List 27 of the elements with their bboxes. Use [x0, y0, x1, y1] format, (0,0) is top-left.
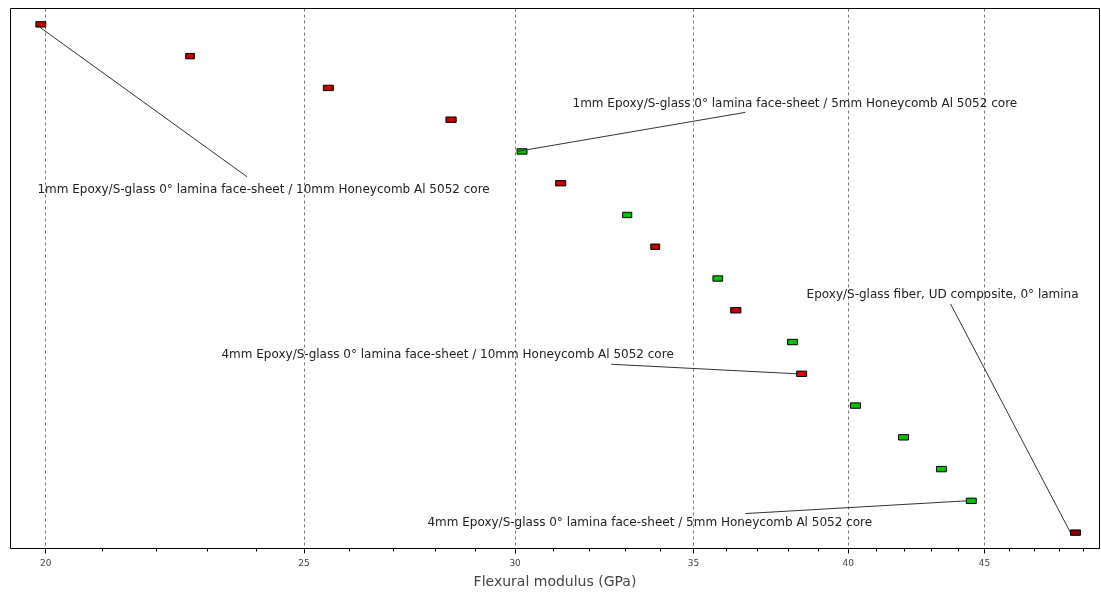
- bar: [555, 180, 567, 187]
- x-tick-label: 35: [687, 557, 700, 568]
- bar: [322, 84, 334, 92]
- annotation: 1mm Epoxy/S-glass 0° lamina face-sheet / 5mm Honeycomb Al 5052 core: [572, 95, 1018, 110]
- bar: [712, 275, 724, 282]
- bar: [965, 497, 977, 505]
- x-tick-label: 20: [40, 557, 52, 568]
- annotation: 4mm Epoxy/S-glass 0° lamina face-sheet / 10mm Honeycomb Al 5052 core: [221, 347, 674, 362]
- bar: [445, 116, 457, 123]
- x-tick-label: 30: [509, 557, 522, 568]
- bar: [185, 52, 195, 60]
- bar: [796, 370, 808, 377]
- x-tick-label: 25: [298, 557, 310, 568]
- bar: [1069, 529, 1081, 536]
- bar: [935, 465, 947, 473]
- bar: [787, 338, 799, 346]
- bar: [898, 434, 909, 441]
- x-tick-label: 40: [842, 557, 855, 568]
- x-tick-label: 45: [978, 557, 991, 568]
- x-axis-title: Flexural modulus (GPa): [473, 572, 637, 589]
- bar: [849, 402, 862, 409]
- bar: [650, 243, 661, 250]
- annotation: Epoxy/S-glass fiber, UD composite, 0° lamina: [806, 287, 1079, 302]
- bar: [730, 307, 742, 314]
- annotation: 1mm Epoxy/S-glass 0° lamina face-sheet / 10mm Honeycomb Al 5052 core: [37, 181, 490, 196]
- annotation: 4mm Epoxy/S-glass 0° lamina face-sheet / 5mm Honeycomb Al 5052 core: [427, 514, 873, 529]
- bar: [622, 211, 633, 219]
